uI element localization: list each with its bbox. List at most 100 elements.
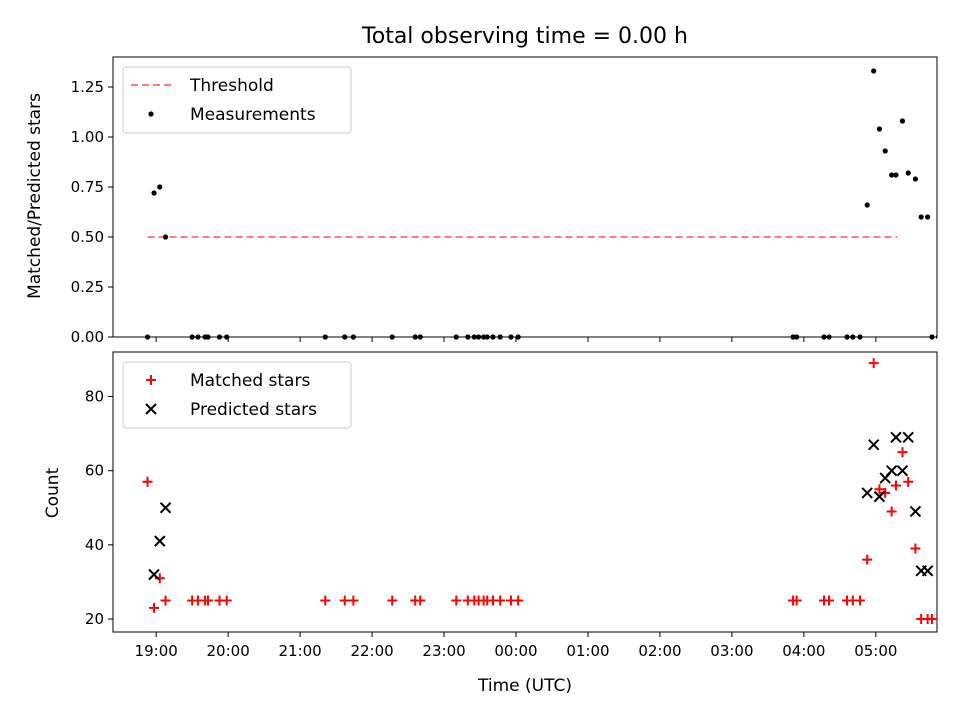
top-y-axis-label: Matched/Predicted stars <box>25 93 45 299</box>
matched-stars-point <box>903 476 914 487</box>
bottom-y-tick-label: 80 <box>85 388 104 406</box>
predicted-stars-point <box>148 568 160 581</box>
measurement-point <box>195 334 201 340</box>
bottom-x-tick-label: 02:00 <box>638 642 681 660</box>
predicted-stars-point <box>885 464 898 477</box>
matched-stars-point <box>451 595 462 606</box>
measurement-point <box>929 334 935 340</box>
bottom-x-tick-label: 00:00 <box>494 642 537 660</box>
matched-stars-point <box>910 543 921 554</box>
measurement-point <box>350 334 356 340</box>
measurement-point <box>821 334 827 340</box>
measurement-point <box>857 334 863 340</box>
legend-label: Threshold <box>189 76 274 96</box>
bottom-y-axis-label: Count <box>43 467 63 518</box>
bottom-x-tick-label: 03:00 <box>710 642 753 660</box>
predicted-stars-point <box>902 431 914 444</box>
chart-title: Total observing time = 0.00 h <box>361 24 688 49</box>
matched-stars-point <box>202 595 213 606</box>
top-axes-frame <box>112 56 938 338</box>
measurement-point <box>918 214 924 220</box>
measurement-point <box>889 172 895 178</box>
measurement-point <box>471 334 477 340</box>
measurement-point <box>515 334 521 340</box>
top-y-tick-label: 0.50 <box>71 228 104 246</box>
measurement-point <box>389 334 395 340</box>
legend-predicted-swatch <box>145 403 157 415</box>
measurement-point <box>484 334 490 340</box>
predicted-stars-point <box>867 439 880 451</box>
measurement-point <box>912 176 919 182</box>
matched-stars-point <box>387 595 398 606</box>
x-axis-label: Time (UTC) <box>477 676 572 696</box>
measurement-point <box>850 334 856 340</box>
measurement-point <box>157 184 163 190</box>
bottom-y-tick-label: 40 <box>85 536 104 554</box>
measurement-point <box>189 334 195 340</box>
measurement-point <box>481 334 487 340</box>
matched-stars-point <box>897 447 908 458</box>
measurement-point <box>497 334 503 340</box>
legend-measurements-swatch <box>148 111 154 117</box>
bottom-x-tick-label: 19:00 <box>135 642 178 660</box>
measurement-point <box>216 334 223 340</box>
predicted-stars-point <box>154 535 166 547</box>
matched-stars-point <box>221 595 232 606</box>
top-y-tick-label: 0.75 <box>71 178 104 196</box>
measurement-point <box>790 334 796 340</box>
matched-stars-point <box>791 595 802 606</box>
predicted-stars-point <box>873 490 886 503</box>
bottom-legend-box <box>122 361 352 429</box>
bottom-legend: Matched stars Predicted stars <box>122 361 352 429</box>
matched-stars-point <box>149 602 160 613</box>
matched-stars-point <box>160 595 171 606</box>
measurement-point <box>844 334 850 340</box>
matched-stars-point <box>415 595 426 606</box>
top-legend: Threshold Measurements <box>122 66 352 134</box>
measurement-point <box>417 334 423 340</box>
matched-stars-point <box>890 480 901 491</box>
top-y-tick-label: 0.00 <box>71 328 104 346</box>
top-y-tick-label: 1.25 <box>71 78 104 96</box>
matched-stars-point <box>933 618 937 621</box>
matched-stars-point <box>824 595 835 606</box>
top-panel: 0.00 0.25 0.50 0.75 1.00 1.25 Threshold Measure… <box>71 56 938 346</box>
bottom-panel: 19:00 20:00 21:00 22:00 23:00 00:00 01:00 02:00… <box>85 351 938 660</box>
measurement-point <box>151 190 157 196</box>
predicted-stars-point <box>921 565 934 577</box>
measurement-point <box>826 334 832 340</box>
measurement-point <box>205 334 211 340</box>
matched-stars-point <box>339 595 350 606</box>
top-plot-area <box>144 68 937 340</box>
matched-stars-point <box>868 358 879 369</box>
matched-stars-point <box>513 595 524 606</box>
bottom-x-tick-label: 21:00 <box>278 642 321 660</box>
measurement-point <box>882 148 888 154</box>
measurement-point <box>905 170 911 176</box>
legend-label: Matched stars <box>190 371 310 391</box>
bottom-y-tick-label: 60 <box>85 462 104 480</box>
bottom-axes-frame <box>112 351 938 633</box>
measurement-point <box>412 334 418 340</box>
legend-label: Predicted stars <box>190 400 317 420</box>
bottom-y-tick-label: 20 <box>85 610 104 628</box>
measurement-point <box>453 334 459 340</box>
legend-matched-swatch <box>146 375 156 385</box>
measurement-point <box>465 334 471 340</box>
predicted-stars-point <box>159 502 172 514</box>
bottom-x-tick-label: 22:00 <box>350 642 393 660</box>
measurement-point <box>224 334 230 340</box>
top-y-tick-label: 0.25 <box>71 278 104 296</box>
predicted-stars-point <box>896 464 909 477</box>
measurement-point <box>794 334 800 340</box>
measurement-point <box>475 334 482 340</box>
matched-stars-point <box>142 476 153 487</box>
measurement-point <box>508 334 514 340</box>
bottom-x-tick-label: 05:00 <box>854 642 897 660</box>
predicted-stars-point <box>890 431 902 444</box>
matched-stars-point <box>886 506 897 517</box>
measurement-point <box>871 68 877 74</box>
measurement-point <box>162 234 169 240</box>
predicted-stars-point <box>861 487 873 499</box>
